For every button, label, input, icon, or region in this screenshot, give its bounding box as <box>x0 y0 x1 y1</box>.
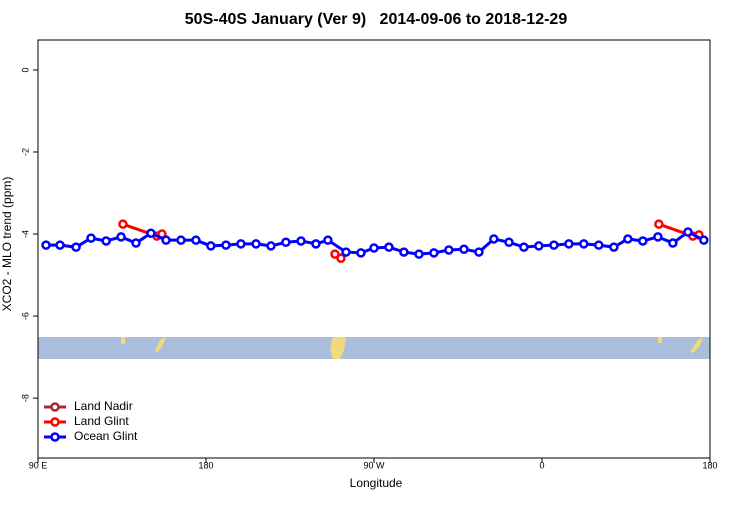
point <box>654 219 664 229</box>
point <box>414 249 424 259</box>
x-tick-label: 0 <box>539 460 544 470</box>
x-tick-label: 90 W <box>363 460 385 470</box>
point <box>623 234 633 244</box>
point <box>311 239 321 249</box>
point <box>71 242 81 252</box>
point <box>330 249 340 259</box>
point <box>519 242 529 252</box>
point <box>86 233 96 243</box>
point <box>683 227 693 237</box>
x-axis-label: Longitude <box>350 476 403 490</box>
point <box>281 237 291 247</box>
point <box>236 239 246 249</box>
point <box>564 239 574 249</box>
point <box>593 240 604 250</box>
y-tick-label: -4 <box>20 230 30 238</box>
point <box>638 236 648 246</box>
point <box>206 241 216 251</box>
point <box>116 232 126 242</box>
point <box>356 248 366 258</box>
point <box>609 242 619 252</box>
point <box>161 235 171 245</box>
point <box>191 235 201 245</box>
map-strip <box>38 337 710 359</box>
x-tick-label: 180 <box>702 460 717 470</box>
point <box>534 241 544 251</box>
legend-label: Land Glint <box>74 414 129 428</box>
point <box>504 237 514 247</box>
point <box>579 239 589 249</box>
point <box>384 242 394 252</box>
point <box>668 238 678 248</box>
point <box>399 247 409 257</box>
point <box>101 236 111 246</box>
point <box>221 240 231 250</box>
point <box>444 245 454 255</box>
point <box>266 241 276 251</box>
legend-label: Ocean Glint <box>74 429 138 443</box>
point <box>146 228 156 238</box>
y-tick-label: -8 <box>20 394 30 402</box>
point <box>369 243 379 253</box>
point <box>459 244 469 254</box>
point <box>489 234 499 244</box>
legend-marker <box>50 402 60 412</box>
x-tick-label: 180 <box>198 460 213 470</box>
chart-title: 50S-40S January (Ver 9) 2014-09-06 to 20… <box>185 11 568 28</box>
point <box>296 236 306 246</box>
point <box>323 235 333 245</box>
point <box>41 240 51 250</box>
point <box>474 247 484 257</box>
point <box>653 232 663 242</box>
x-tick-label: 90 E <box>29 460 48 470</box>
point <box>336 253 346 263</box>
y-tick-label: -2 <box>20 148 30 156</box>
legend-label: Land Nadir <box>74 399 133 413</box>
y-tick-label: -6 <box>20 312 30 320</box>
point <box>341 247 351 257</box>
y-axis-label: XCO2 - MLO trend (ppm) <box>0 177 14 312</box>
legend-marker <box>50 417 60 427</box>
legend-marker <box>50 432 60 442</box>
point <box>699 235 709 245</box>
point <box>131 238 141 248</box>
point <box>55 240 65 250</box>
point <box>176 235 186 245</box>
point <box>429 248 439 258</box>
point <box>118 219 128 229</box>
y-tick-label: 0 <box>20 67 30 72</box>
point <box>549 240 559 250</box>
point <box>251 239 261 249</box>
